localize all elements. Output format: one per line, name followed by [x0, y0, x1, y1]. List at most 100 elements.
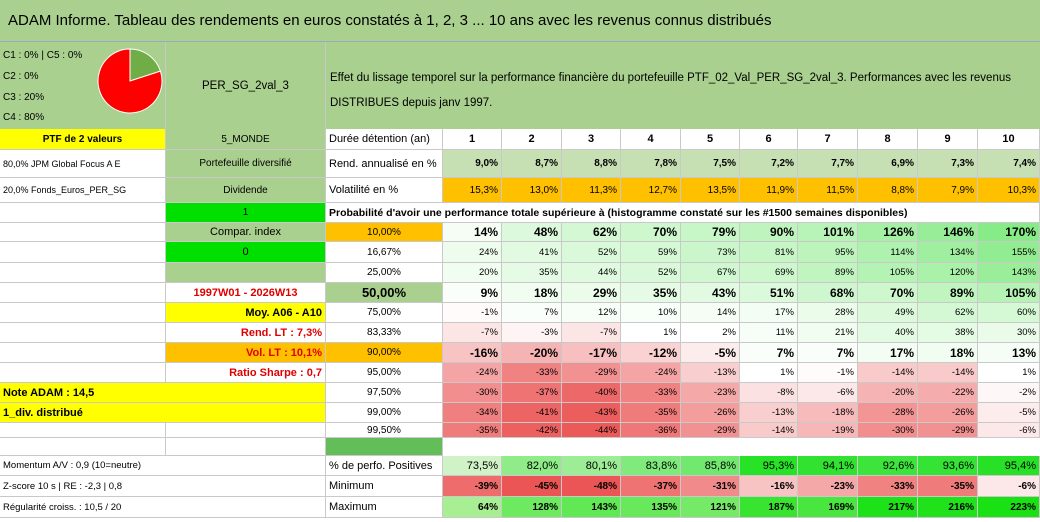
quantile-value: 134% — [918, 242, 978, 263]
quantile-value: 29% — [562, 283, 621, 303]
positive-value: 85,8% — [681, 456, 740, 476]
compar-index-label: Compar. index — [166, 223, 326, 242]
pie-slice-c4 — [97, 48, 163, 114]
composition-line: C3 : 20% — [3, 92, 45, 103]
quantile-label: 99,00% — [326, 403, 443, 423]
quantile-value: -29% — [562, 363, 621, 383]
quantile-label: 99,50% — [326, 423, 443, 438]
quantile-value: 1% — [621, 323, 681, 343]
year-header: 5 — [681, 129, 740, 150]
quantile-label: 10,00% — [326, 223, 443, 242]
rend-value: 7,7% — [798, 150, 858, 178]
quantile-value: -18% — [798, 403, 858, 423]
quantile-value: 68% — [798, 283, 858, 303]
duration-label: Durée détention (an) — [326, 129, 443, 150]
vol-label: Volatilité en % — [326, 178, 443, 203]
quantile-label: 97,50% — [326, 383, 443, 403]
quantile-value: 79% — [681, 223, 740, 242]
quantile-label: 83,33% — [326, 323, 443, 343]
positive-value: 93,6% — [918, 456, 978, 476]
min-value: -6% — [978, 476, 1040, 497]
quantile-value: 1% — [740, 363, 798, 383]
positive-value: 82,0% — [502, 456, 562, 476]
quantile-value: 9% — [443, 283, 502, 303]
quantile-value: -14% — [858, 363, 918, 383]
quantile-value: 81% — [740, 242, 798, 263]
max-value: 64% — [443, 497, 502, 518]
momentum-label: Momentum A/V : 0,9 (10=neutre) — [0, 456, 326, 476]
quantile-value: 95% — [798, 242, 858, 263]
quantile-value: -14% — [918, 363, 978, 383]
quantile-value: -8% — [740, 383, 798, 403]
quantile-label: 90,00% — [326, 343, 443, 363]
quantile-value: 14% — [681, 303, 740, 323]
quantile-value: -24% — [621, 363, 681, 383]
min-value: -23% — [798, 476, 858, 497]
spacer-green — [326, 438, 443, 456]
min-value: -48% — [562, 476, 621, 497]
positive-value: 94,1% — [798, 456, 858, 476]
quantile-value: 24% — [443, 242, 502, 263]
quantile-value: 17% — [740, 303, 798, 323]
min-value: -37% — [621, 476, 681, 497]
quantile-value: -20% — [858, 383, 918, 403]
quantile-value: 90% — [740, 223, 798, 242]
quantile-value: 41% — [502, 242, 562, 263]
vol-value: 13,5% — [681, 178, 740, 203]
min-value: -31% — [681, 476, 740, 497]
composition-pie-chart — [97, 48, 163, 114]
year-header: 9 — [918, 129, 978, 150]
composition-box: C1 : 0% | C5 : 0% C2 : 0% C3 : 20% C4 : … — [0, 42, 166, 129]
quantile-value: 7% — [502, 303, 562, 323]
quantile-value: 20% — [443, 263, 502, 283]
max-value: 169% — [798, 497, 858, 518]
year-header: 3 — [562, 129, 621, 150]
quantile-value: 2% — [681, 323, 740, 343]
quantile-value: 48% — [502, 223, 562, 242]
year-header: 2 — [502, 129, 562, 150]
quantile-value: 120% — [918, 263, 978, 283]
quantile-label: 25,00% — [326, 263, 443, 283]
quantile-value: -17% — [562, 343, 621, 363]
positive-value: 73,5% — [443, 456, 502, 476]
quantile-value: 52% — [621, 263, 681, 283]
quantile-value: 18% — [502, 283, 562, 303]
quantile-value: 7% — [740, 343, 798, 363]
quantile-value: 59% — [621, 242, 681, 263]
quantile-value: -41% — [502, 403, 562, 423]
sharpe-label: Ratio Sharpe : 0,7 — [166, 363, 326, 383]
positive-value: 92,6% — [858, 456, 918, 476]
quantile-value: 38% — [918, 323, 978, 343]
dividend-label: Dividende — [166, 178, 326, 203]
regularite-label: Régularité croiss. : 10,5 / 20 — [0, 497, 326, 518]
quantile-value: 7% — [798, 343, 858, 363]
max-value: 216% — [918, 497, 978, 518]
quantile-value: 70% — [621, 223, 681, 242]
quantile-label: 95,00% — [326, 363, 443, 383]
quantile-value: 30% — [978, 323, 1040, 343]
quantile-value: 114% — [858, 242, 918, 263]
quantile-value: -22% — [918, 383, 978, 403]
quantile-value: -12% — [621, 343, 681, 363]
quantile-value: -5% — [978, 403, 1040, 423]
quantile-value: 40% — [858, 323, 918, 343]
quantile-value: 62% — [562, 223, 621, 242]
holding-2: 20,0% Fonds_Euros_PER_SG — [0, 178, 166, 203]
quantile-value: -2% — [978, 383, 1040, 403]
vol-lt-label: Vol. LT : 10,1% — [166, 343, 326, 363]
min-value: -16% — [740, 476, 798, 497]
quantile-value: 105% — [978, 283, 1040, 303]
quantile-value: 13% — [978, 343, 1040, 363]
quantile-value: 51% — [740, 283, 798, 303]
quantile-value: 105% — [858, 263, 918, 283]
quantile-value: -19% — [798, 423, 858, 438]
positive-value: 80,1% — [562, 456, 621, 476]
rend-value: 7,8% — [621, 150, 681, 178]
quantile-value: 101% — [798, 223, 858, 242]
vol-value: 13,0% — [502, 178, 562, 203]
quantile-value: 170% — [978, 223, 1040, 242]
quantile-value: -29% — [918, 423, 978, 438]
quantile-value: 35% — [502, 263, 562, 283]
quantile-value: 10% — [621, 303, 681, 323]
